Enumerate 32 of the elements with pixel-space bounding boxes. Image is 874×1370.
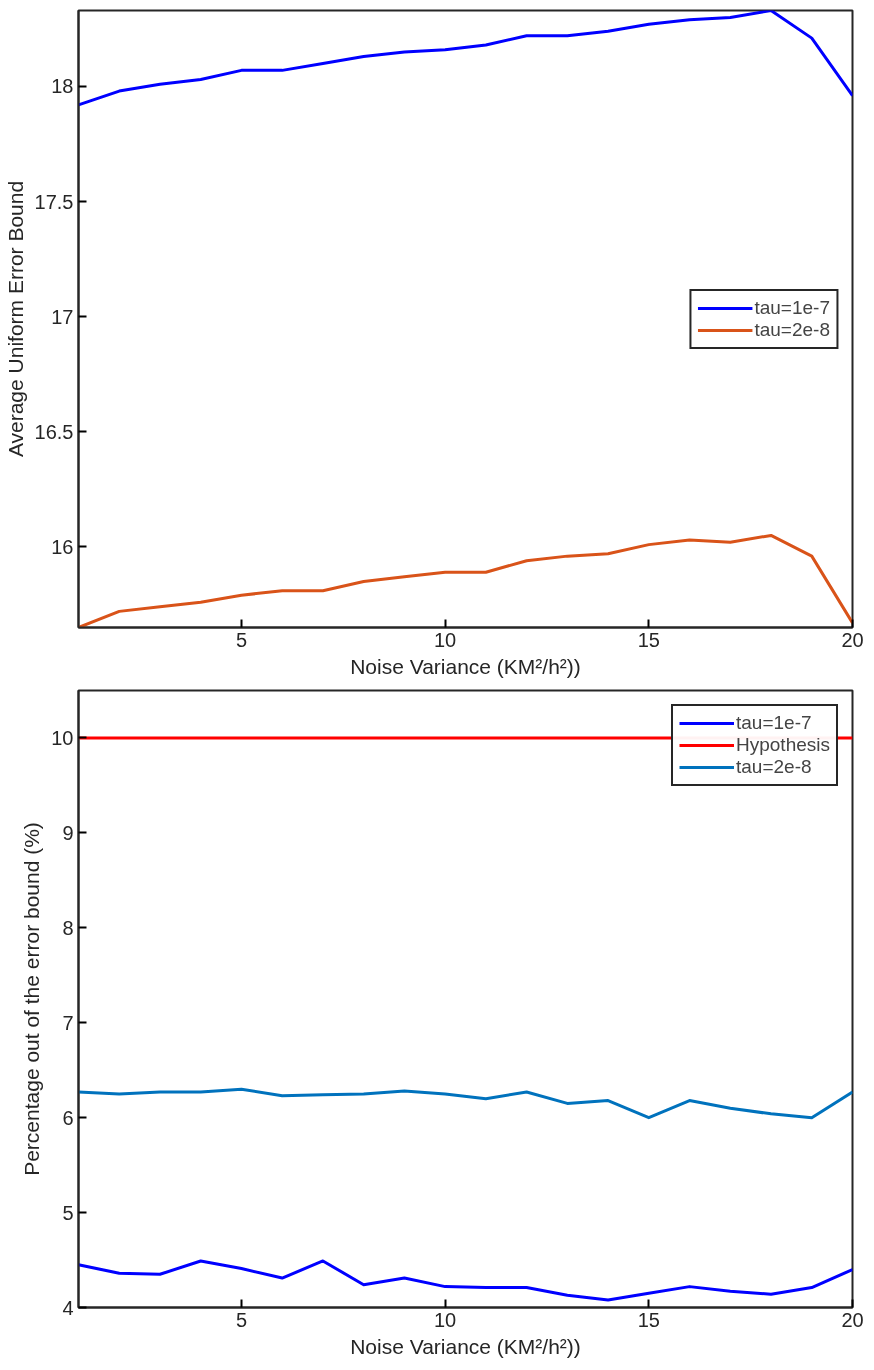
y-tick-label: 10 <box>51 726 74 749</box>
y-tick-label: 17.5 <box>34 190 74 213</box>
x-tick-label: 15 <box>637 1308 660 1331</box>
y-axis-title: Average Uniform Error Bound <box>3 180 27 458</box>
y-tick-label: 8 <box>62 916 74 939</box>
line-series <box>78 1259 853 1302</box>
y-tick-label: 6 <box>62 1106 74 1129</box>
line-series <box>78 1087 853 1120</box>
x-tick-label: 20 <box>841 628 864 651</box>
y-axis-title: Percentage out of the error bound (%) <box>20 822 44 1176</box>
y-tick-label: 9 <box>62 821 74 844</box>
y-tick-label: 18 <box>51 75 74 98</box>
x-tick-label: 15 <box>637 628 660 651</box>
x-tick-label: 10 <box>434 628 457 651</box>
line-series <box>78 10 853 107</box>
y-tick-label: 17 <box>51 305 74 328</box>
x-axis-title: Noise Variance (KM²/h²)) <box>350 654 581 678</box>
x-tick-label: 20 <box>841 1308 864 1331</box>
y-tick-label: 7 <box>62 1011 74 1034</box>
legend-label: tau=1e-7 <box>736 712 812 734</box>
y-tick-label: 5 <box>62 1201 74 1224</box>
x-tick-label: 10 <box>434 1308 457 1331</box>
x-axis-title: Noise Variance (KM²/h²)) <box>350 1334 581 1358</box>
legend-label: tau=2e-8 <box>754 318 830 341</box>
y-tick-label: 4 <box>62 1296 74 1319</box>
y-tick-label: 16 <box>51 535 74 558</box>
legend-label: tau=1e-7 <box>754 296 830 319</box>
legend-label: tau=2e-8 <box>736 756 812 778</box>
x-tick-label: 5 <box>235 1308 248 1331</box>
x-tick-label: 5 <box>235 628 248 651</box>
legend-label: Hypothesis <box>736 734 830 756</box>
y-tick-label: 16.5 <box>34 420 74 443</box>
